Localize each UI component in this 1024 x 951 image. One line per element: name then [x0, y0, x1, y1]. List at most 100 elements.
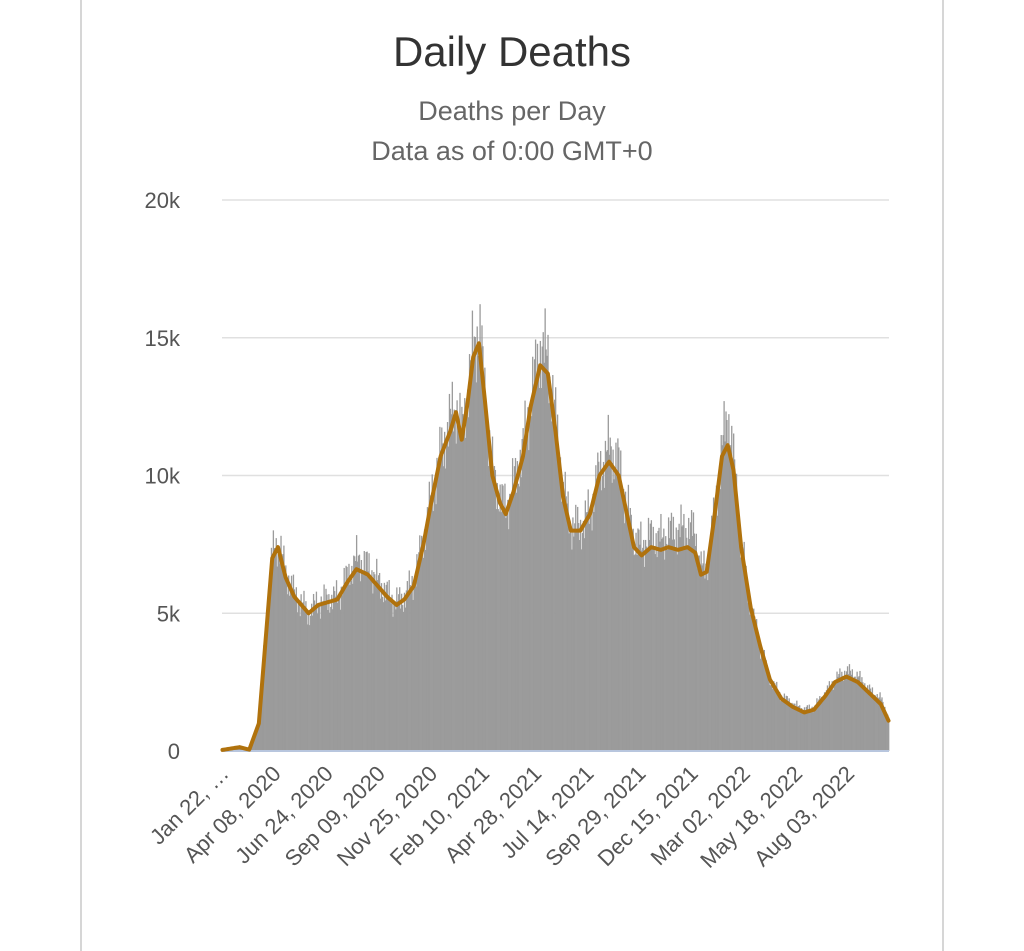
bar-630: [824, 696, 827, 751]
bar-339: [546, 355, 548, 751]
bar-117: [333, 591, 336, 751]
bar-472: [673, 539, 675, 751]
bar-431: [634, 554, 636, 751]
bar-312: [520, 477, 522, 751]
bar-647: [841, 671, 843, 751]
bar-356: [562, 481, 564, 751]
bar-127: [343, 567, 345, 751]
bar-592: [788, 698, 790, 751]
bar-661: [854, 676, 856, 751]
bar-330: [537, 375, 540, 751]
bar-454: [656, 557, 658, 751]
bar-693: [885, 714, 887, 751]
bar-441: [644, 566, 646, 751]
bar-376: [581, 533, 584, 751]
bar-390: [595, 465, 597, 751]
bar-228: [440, 459, 442, 751]
bar-416: [620, 450, 622, 751]
bar-370: [576, 531, 578, 751]
bar-405: [609, 437, 611, 751]
bar-613: [808, 704, 810, 751]
bar-160: [375, 581, 377, 751]
bar-455: [657, 530, 659, 751]
bar-479: [680, 504, 682, 751]
bar-137: [353, 555, 355, 751]
bar-575: [772, 689, 774, 751]
bar-296: [505, 518, 507, 751]
bar-342: [549, 376, 551, 751]
bar-502: [702, 563, 704, 751]
bar-576: [773, 681, 775, 751]
bar-184: [398, 594, 400, 751]
bar-96: [313, 600, 316, 751]
bar-293: [502, 485, 504, 751]
bar-628: [822, 700, 825, 751]
bar-358: [564, 471, 566, 751]
bar-532: [731, 425, 733, 751]
bar-495: [695, 533, 697, 751]
bar-337: [544, 308, 546, 751]
bar-298: [507, 499, 509, 751]
bar-204: [417, 565, 419, 751]
bar-264: [474, 337, 476, 751]
bar-227: [439, 426, 441, 751]
bar-185: [399, 587, 401, 751]
bar-361: [567, 491, 569, 751]
bar-345: [552, 375, 554, 751]
bar-530: [729, 455, 731, 751]
bar-656: [849, 670, 852, 751]
bar-572: [769, 684, 771, 751]
bar-385: [590, 509, 592, 751]
bar-110: [327, 610, 329, 751]
bar-603: [799, 705, 801, 751]
bar-569: [766, 664, 768, 751]
bar-88: [306, 610, 308, 751]
bar-539: [737, 521, 740, 751]
bar-249: [460, 435, 462, 751]
bar-221: [433, 488, 435, 751]
bar-343: [550, 393, 552, 751]
bar-620: [815, 706, 817, 751]
bar-100: [317, 604, 320, 751]
bar-120: [336, 602, 339, 751]
bar-46: [266, 622, 268, 751]
bar-134: [350, 580, 352, 751]
bar-313: [521, 438, 523, 751]
bar-262: [472, 360, 475, 751]
bar-683: [875, 701, 877, 751]
bar-236: [447, 446, 450, 751]
bar-145: [360, 560, 363, 751]
bar-580: [777, 691, 779, 751]
bar-594: [790, 706, 792, 751]
bar-278: [488, 466, 490, 751]
bar-113: [330, 606, 332, 751]
chart-title: Daily Deaths: [392, 28, 632, 75]
bar-286: [495, 509, 497, 751]
bar-314: [522, 428, 524, 751]
bar-36: [256, 727, 258, 751]
bar-616: [811, 706, 813, 751]
bar-223: [435, 504, 437, 751]
bar-402: [606, 450, 609, 751]
bar-231: [443, 466, 445, 751]
bar-519: [718, 474, 720, 751]
bar-229: [441, 427, 443, 751]
bar-621: [816, 698, 818, 751]
bar-672: [865, 691, 867, 751]
bar-63: [282, 554, 284, 751]
bar-276: [486, 429, 488, 751]
bar-654: [847, 674, 850, 751]
bar-306: [514, 457, 517, 751]
bar-505: [705, 563, 707, 751]
bar-174: [388, 580, 390, 751]
bar-659: [852, 681, 854, 751]
chart-subtitle-date: Data as of 0:00 GMT+0: [371, 136, 653, 166]
bar-451: [653, 550, 655, 751]
bar-446: [648, 539, 651, 751]
bar-106: [323, 584, 325, 751]
bar-216: [428, 481, 431, 751]
bar-112: [329, 612, 331, 751]
bar-536: [734, 486, 737, 751]
bar-252: [463, 437, 465, 751]
bar-245: [456, 400, 458, 751]
